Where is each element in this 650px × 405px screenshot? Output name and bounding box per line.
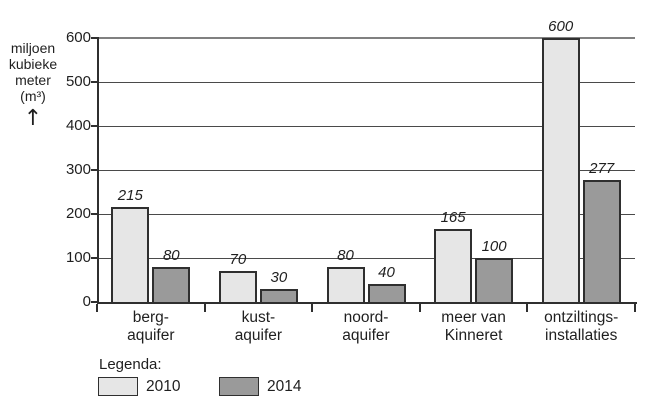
bar-2010-kust-aquifer <box>218 271 257 304</box>
bar-2010-meer van Kinneret <box>434 229 473 304</box>
y-tick-label: 300 <box>65 161 91 178</box>
bar-2014-kust-aquifer <box>259 289 298 304</box>
legend-label-2014: 2014 <box>267 378 302 395</box>
category-label-line: meer van <box>441 309 506 326</box>
category-label-line: berg- <box>132 309 169 326</box>
x-axis-tick <box>526 304 529 312</box>
gridline-400 <box>97 125 635 127</box>
x-axis-tick <box>634 304 636 312</box>
category-label-line: aquifer <box>234 327 283 344</box>
category-label-kust-aquifer: kust-aquifer <box>193 309 323 345</box>
y-axis-title-line: miljoen <box>10 40 56 56</box>
y-axis-title: miljoen kubieke meter (m³) ↑ <box>2 40 64 131</box>
gridline-200 <box>97 213 635 215</box>
y-axis-tick <box>91 301 97 303</box>
y-tick-label: 200 <box>65 205 91 222</box>
bar-value-label: 215 <box>117 187 143 204</box>
bar-2014-noord-aquifer <box>367 284 406 304</box>
y-axis-title-line: kubieke <box>8 56 58 72</box>
up-arrow-icon: ↑ <box>23 106 43 131</box>
y-axis-title-line: meter <box>15 72 51 88</box>
bar-2014-ontziltings-installaties <box>582 180 621 304</box>
y-tick-label: 500 <box>65 73 91 90</box>
category-label-noord-aquifer: noord-aquifer <box>301 309 431 345</box>
legend-entry-2010: 2010 <box>98 376 180 397</box>
gridline-100 <box>97 257 635 259</box>
x-axis-tick <box>311 304 314 312</box>
bar-value-label: 80 <box>337 247 354 264</box>
y-axis-line <box>97 37 99 304</box>
bar-value-label: 277 <box>589 160 615 177</box>
x-axis-tick <box>203 304 206 312</box>
gridline-500 <box>97 81 635 83</box>
y-axis-tick <box>91 213 97 215</box>
category-label-berg-aquifer: berg-aquifer <box>86 309 216 345</box>
y-axis-tick <box>91 169 97 171</box>
bar-2010-noord-aquifer <box>326 267 365 304</box>
category-label-ontziltings-installaties: ontziltings-installaties <box>516 309 646 345</box>
x-axis-tick <box>96 304 98 312</box>
gridline-top <box>97 37 635 39</box>
legend-label-2010: 2010 <box>146 378 181 395</box>
category-label-line: Kinneret <box>444 327 503 344</box>
y-tick-label: 400 <box>65 117 91 134</box>
bar-2010-berg-aquifer <box>111 207 150 304</box>
y-axis-tick <box>91 125 97 127</box>
category-label-line: ontziltings- <box>544 309 619 326</box>
gridline-300 <box>97 169 635 171</box>
y-axis-tick <box>91 81 97 83</box>
legend-entry-2014: 2014 <box>219 376 301 397</box>
bar-value-label: 80 <box>162 247 180 264</box>
category-label-line: aquifer <box>342 327 390 344</box>
bar-2010-ontziltings-installaties <box>541 38 580 304</box>
y-axis-tick <box>91 37 97 39</box>
legend-swatch-2014 <box>219 377 259 396</box>
category-label-line: installaties <box>545 327 618 344</box>
x-axis-line <box>97 302 637 304</box>
y-tick-label: 0 <box>82 293 91 310</box>
bar-value-label: 30 <box>270 269 288 286</box>
y-tick-label: 600 <box>65 29 91 46</box>
y-tick-label: 100 <box>65 249 91 266</box>
bar-2014-berg-aquifer <box>152 267 191 304</box>
x-axis-tick <box>418 304 421 312</box>
bar-value-label: 100 <box>481 238 507 255</box>
category-label-line: aquifer <box>127 327 175 344</box>
category-label-meer van Kinneret: meer van Kinneret <box>409 309 539 345</box>
bar-value-label: 600 <box>548 18 574 35</box>
y-axis-title-line: (m³) <box>20 88 46 104</box>
bar-value-label: 70 <box>229 251 247 268</box>
bar-2014-meer van Kinneret <box>475 258 514 304</box>
bar-value-label: 40 <box>378 264 395 281</box>
legend-title: Legenda: <box>99 356 162 373</box>
legend-swatch-2010 <box>98 377 138 396</box>
y-axis-tick <box>91 257 97 259</box>
category-label-line: noord- <box>343 309 389 326</box>
category-label-line: kust- <box>241 309 276 326</box>
bar-value-label: 165 <box>440 209 466 226</box>
